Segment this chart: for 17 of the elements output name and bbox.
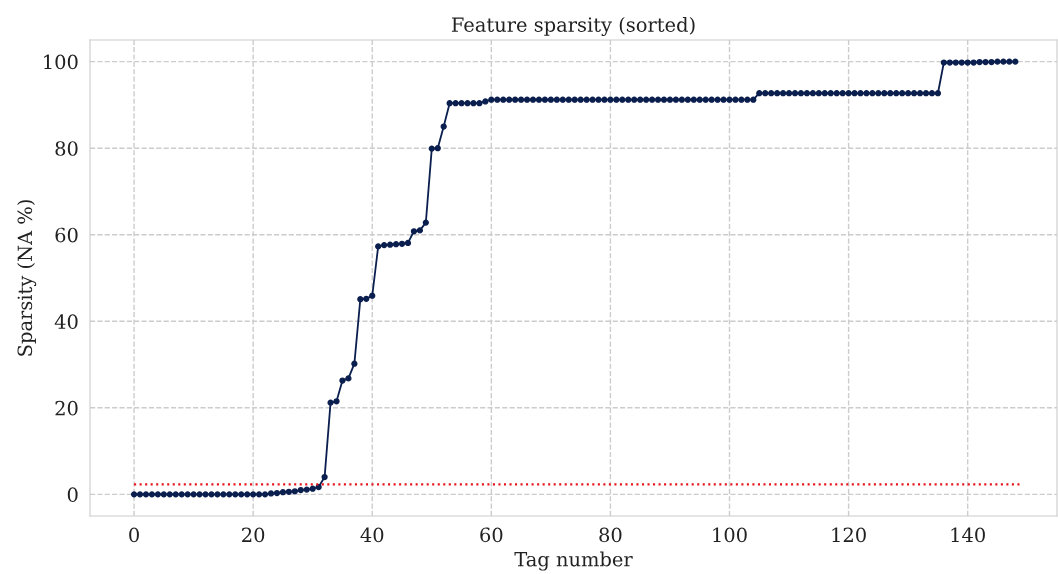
- x-tick-label: 140: [951, 527, 985, 543]
- y-tick-label: 20: [55, 400, 78, 416]
- y-tick-label: 60: [55, 227, 78, 243]
- y-axis-title: Sparsity (NA %): [17, 200, 37, 356]
- x-tick-label: 60: [480, 527, 503, 543]
- y-tick-label: 0: [67, 487, 78, 503]
- y-tick-label: 80: [55, 141, 78, 156]
- x-tick-label: 120: [832, 527, 866, 543]
- x-axis-title: Tag number: [514, 551, 633, 571]
- x-tick-label: 100: [713, 527, 747, 543]
- y-tick-label: 40: [54, 314, 78, 329]
- x-tick-label: 0: [129, 527, 139, 543]
- chart-title: Feature sparsity (sorted): [451, 16, 695, 36]
- x-tick-label: 20: [242, 527, 265, 543]
- x-tick-label: 40: [360, 527, 384, 543]
- y-tick-label: 100: [44, 54, 78, 70]
- x-tick-label: 80: [599, 527, 622, 543]
